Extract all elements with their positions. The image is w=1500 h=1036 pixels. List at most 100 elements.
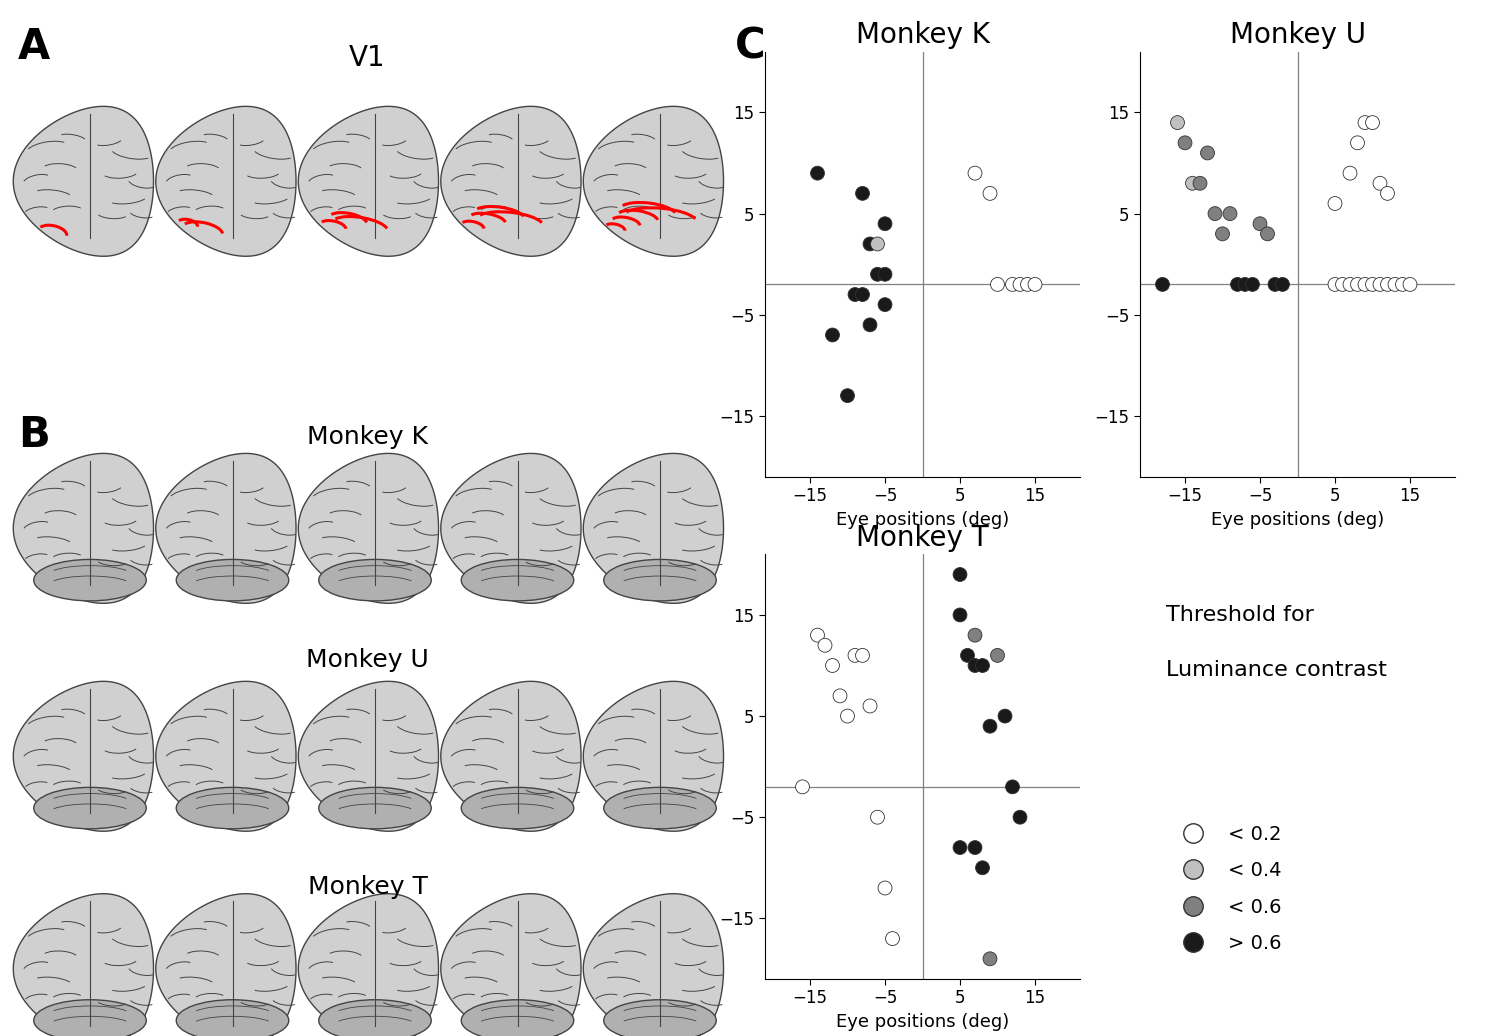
Ellipse shape bbox=[603, 1000, 717, 1036]
Text: V1: V1 bbox=[350, 44, 386, 71]
Point bbox=[1338, 277, 1362, 293]
Polygon shape bbox=[584, 107, 723, 256]
Point bbox=[1346, 135, 1370, 151]
Polygon shape bbox=[298, 107, 438, 256]
Point bbox=[1173, 135, 1197, 151]
Point bbox=[873, 880, 897, 896]
Polygon shape bbox=[441, 894, 580, 1036]
Ellipse shape bbox=[603, 787, 717, 829]
Ellipse shape bbox=[33, 787, 147, 829]
Point bbox=[1233, 277, 1257, 293]
Text: B: B bbox=[18, 414, 50, 457]
Polygon shape bbox=[156, 107, 296, 256]
Polygon shape bbox=[584, 894, 723, 1036]
Point bbox=[1180, 175, 1204, 192]
Point bbox=[806, 165, 830, 181]
Legend: < 0.2, < 0.4, < 0.6, > 0.6: < 0.2, < 0.4, < 0.6, > 0.6 bbox=[1166, 816, 1290, 960]
Point bbox=[956, 648, 980, 664]
Title: Monkey K: Monkey K bbox=[855, 22, 990, 50]
Title: Monkey T: Monkey T bbox=[856, 524, 988, 552]
Point bbox=[1346, 277, 1370, 293]
X-axis label: Eye positions (deg): Eye positions (deg) bbox=[836, 511, 1010, 528]
X-axis label: Eye positions (deg): Eye positions (deg) bbox=[836, 1013, 1010, 1031]
Point bbox=[1360, 277, 1384, 293]
Ellipse shape bbox=[462, 787, 573, 829]
Polygon shape bbox=[584, 682, 723, 831]
Point bbox=[963, 165, 987, 181]
Point bbox=[1000, 779, 1024, 796]
Point bbox=[978, 185, 1002, 202]
Point bbox=[790, 779, 814, 796]
Point bbox=[993, 708, 1017, 724]
Point bbox=[1023, 277, 1047, 293]
Point bbox=[836, 387, 860, 404]
Polygon shape bbox=[584, 454, 723, 603]
Point bbox=[1376, 185, 1400, 202]
Ellipse shape bbox=[603, 559, 717, 601]
X-axis label: Eye positions (deg): Eye positions (deg) bbox=[1210, 511, 1384, 528]
Text: Monkey T: Monkey T bbox=[308, 875, 428, 899]
Point bbox=[1203, 205, 1227, 222]
Point bbox=[1240, 277, 1264, 293]
Polygon shape bbox=[156, 454, 296, 603]
Point bbox=[948, 567, 972, 583]
Point bbox=[843, 286, 867, 303]
Title: Monkey U: Monkey U bbox=[1230, 22, 1365, 50]
Text: Luminance contrast: Luminance contrast bbox=[1167, 661, 1388, 681]
Point bbox=[1270, 277, 1294, 293]
Point bbox=[978, 950, 1002, 967]
Ellipse shape bbox=[318, 559, 432, 601]
Point bbox=[1008, 277, 1032, 293]
Ellipse shape bbox=[318, 787, 432, 829]
Point bbox=[1166, 114, 1190, 131]
Point bbox=[865, 809, 889, 826]
Point bbox=[1150, 277, 1174, 293]
Point bbox=[1353, 277, 1377, 293]
Point bbox=[865, 235, 889, 252]
Point bbox=[880, 930, 904, 947]
Text: A: A bbox=[18, 26, 51, 68]
Polygon shape bbox=[13, 454, 153, 603]
Point bbox=[858, 697, 882, 714]
Text: Threshold for: Threshold for bbox=[1167, 605, 1314, 626]
Point bbox=[978, 718, 1002, 735]
Polygon shape bbox=[156, 894, 296, 1036]
Polygon shape bbox=[298, 894, 438, 1036]
Point bbox=[1368, 277, 1392, 293]
Point bbox=[963, 839, 987, 856]
Point bbox=[1338, 165, 1362, 181]
Point bbox=[873, 296, 897, 313]
Point bbox=[1383, 277, 1407, 293]
Point bbox=[873, 215, 897, 232]
Point bbox=[1376, 277, 1400, 293]
Point bbox=[873, 266, 897, 283]
Ellipse shape bbox=[33, 1000, 147, 1036]
Point bbox=[963, 627, 987, 643]
Ellipse shape bbox=[177, 559, 288, 601]
Point bbox=[1360, 114, 1384, 131]
Point bbox=[948, 839, 972, 856]
Point bbox=[1000, 277, 1024, 293]
Point bbox=[1323, 277, 1347, 293]
Ellipse shape bbox=[318, 1000, 432, 1036]
Point bbox=[1248, 215, 1272, 232]
Point bbox=[858, 317, 882, 334]
Point bbox=[865, 266, 889, 283]
Ellipse shape bbox=[462, 1000, 573, 1036]
Polygon shape bbox=[13, 682, 153, 831]
Point bbox=[1226, 277, 1250, 293]
Text: Monkey U: Monkey U bbox=[306, 648, 429, 671]
Point bbox=[970, 860, 994, 876]
Point bbox=[850, 185, 874, 202]
Point bbox=[1368, 175, 1392, 192]
Point bbox=[1323, 195, 1347, 211]
Point bbox=[1210, 226, 1234, 242]
Point bbox=[850, 648, 874, 664]
Point bbox=[1008, 809, 1032, 826]
Ellipse shape bbox=[177, 1000, 288, 1036]
Ellipse shape bbox=[33, 559, 147, 601]
Point bbox=[1330, 277, 1354, 293]
Point bbox=[828, 688, 852, 704]
Point bbox=[986, 277, 1010, 293]
Point bbox=[813, 637, 837, 654]
